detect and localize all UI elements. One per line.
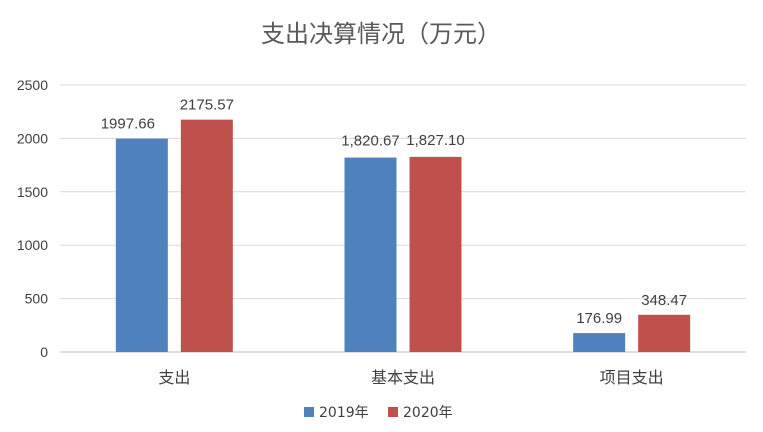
bars [115, 119, 691, 352]
legend-swatch [304, 407, 314, 417]
bar-series1 [115, 138, 168, 352]
y-tick-label: 500 [25, 291, 49, 307]
bar-series1 [344, 157, 397, 352]
x-category-label: 项目支出 [600, 368, 664, 387]
legend-swatch [388, 407, 398, 417]
legend-label: 2019年 [319, 405, 369, 421]
data-label: 348.47 [641, 292, 687, 309]
bar-series2 [180, 119, 233, 352]
bar-series1 [573, 333, 626, 352]
gridlines [60, 84, 746, 353]
data-label: 1,820.67 [341, 133, 399, 150]
x-category-label: 支出 [158, 368, 190, 387]
chart-title: 支出决算情况（万元） [261, 20, 501, 48]
data-label: 1997.66 [101, 116, 155, 133]
y-tick-label: 1500 [17, 184, 48, 200]
y-tick-label: 2000 [17, 130, 48, 146]
data-label: 176.99 [576, 310, 622, 327]
y-tick-label: 1000 [17, 237, 48, 253]
y-tick-label: 2500 [17, 77, 48, 93]
data-label: 1,827.10 [406, 132, 464, 149]
legend-label: 2020年 [403, 405, 453, 421]
bar-series2 [638, 314, 691, 352]
x-category-label: 基本支出 [371, 368, 435, 387]
x-axis-categories: 支出 基本支出 项目支出 [158, 368, 663, 387]
data-label: 2175.57 [180, 97, 234, 114]
data-labels: 1997.66 2175.57 1,820.67 1,827.10 176.99 348.… [101, 97, 687, 327]
bar-series2 [409, 156, 462, 352]
legend: 2019年 2020年 [304, 405, 453, 421]
y-axis-ticks: 0 500 1000 1500 2000 2500 [17, 77, 48, 360]
y-tick-label: 0 [40, 344, 48, 360]
